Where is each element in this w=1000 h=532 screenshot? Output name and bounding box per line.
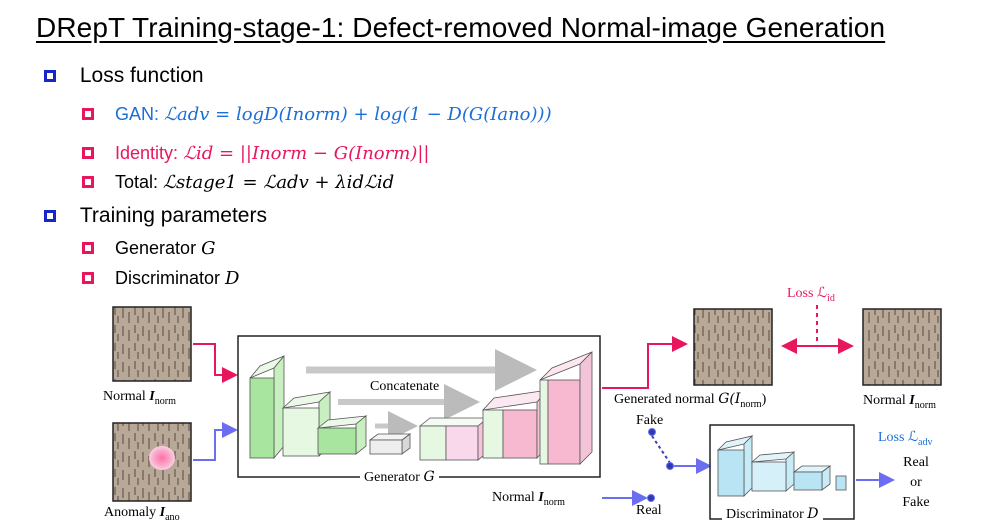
disc-block-3 — [792, 465, 832, 491]
generated-image — [693, 308, 773, 386]
discriminator-item: Discriminator D — [82, 268, 239, 289]
target-normal-image — [862, 308, 942, 386]
loss-adv-label: Loss ℒadv — [878, 430, 933, 448]
output-real: Real — [903, 455, 929, 470]
section-label: Loss function — [79, 64, 204, 87]
discriminator-output: Real or Fake — [896, 453, 936, 513]
disc-block-4 — [835, 475, 847, 491]
bottleneck-block — [368, 433, 412, 455]
discriminator-caption: Discriminator D — [722, 506, 823, 523]
section-training-parameters: Training parameters — [44, 204, 267, 228]
decoder-block-2 — [481, 388, 550, 460]
identity-label: Identity: — [115, 143, 184, 163]
fake-label: Fake — [636, 413, 664, 428]
generated-image-caption: Generated normal G(Inorm) — [614, 391, 767, 410]
discriminator-symbol: D — [225, 268, 240, 289]
normal-image-caption: Normal Inorm — [103, 389, 176, 407]
generator-symbol: G — [201, 238, 216, 259]
output-or: or — [910, 475, 922, 490]
disc-block-1 — [716, 435, 754, 497]
normal-image — [112, 306, 192, 382]
anomaly-image-caption: Anomaly Iano — [104, 505, 180, 523]
total-label: Total: — [115, 172, 164, 192]
total-formula: ℒstage1 = ℒadv + λidℒid — [163, 172, 395, 193]
section-loss-function: Loss function — [44, 64, 204, 88]
square-bullet-icon — [82, 242, 94, 254]
square-bullet-icon — [82, 272, 94, 284]
gan-loss-item: GAN: ℒadv = logD(Inorm) + log(1 − D(G(Ia… — [82, 104, 552, 125]
square-bullet-icon — [82, 147, 94, 159]
square-bullet-icon — [44, 70, 56, 82]
encoder-block-1 — [249, 354, 285, 460]
identity-loss-item: Identity: ℒid = ||Inorm − G(Inorm)|| — [82, 143, 429, 164]
encoder-block-3 — [316, 415, 368, 455]
decoder-block-1 — [418, 417, 490, 461]
total-loss-item: Total: ℒstage1 = ℒadv + λidℒid — [82, 172, 394, 193]
concatenate-label: Concatenate — [370, 379, 440, 394]
section-label: Training parameters — [79, 204, 267, 227]
target-normal-caption: Normal Inorm — [863, 393, 936, 411]
discriminator-label: Discriminator — [115, 268, 226, 288]
normal-input-caption: Normal Inorm — [492, 490, 565, 508]
gan-formula: ℒadv = logD(Inorm) + log(1 − D(G(Iano))) — [164, 104, 552, 125]
disc-block-2 — [750, 451, 796, 492]
output-fake: Fake — [902, 495, 930, 510]
identity-formula: ℒid = ||Inorm − G(Inorm)|| — [183, 143, 430, 164]
generator-label: Generator — [115, 238, 202, 258]
loss-id-label: Loss ℒid — [787, 286, 835, 304]
generator-item: Generator G — [82, 238, 215, 259]
square-bullet-icon — [44, 210, 56, 222]
defect-spot — [149, 446, 175, 470]
square-bullet-icon — [82, 176, 94, 188]
page-title: DRepT Training-stage-1: Defect-removed N… — [36, 12, 886, 43]
generator-caption: Generator G — [360, 469, 439, 486]
decoder-block-3 — [539, 351, 593, 465]
square-bullet-icon — [82, 108, 94, 120]
anomaly-image — [112, 422, 192, 502]
real-label: Real — [636, 503, 662, 518]
gan-label: GAN: — [115, 104, 165, 124]
